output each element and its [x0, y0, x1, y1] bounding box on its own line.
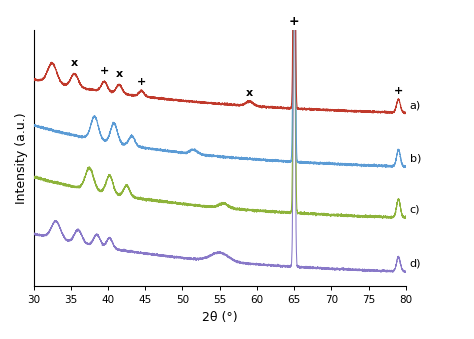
Text: +: +	[394, 86, 403, 96]
Text: a): a)	[410, 100, 421, 110]
Text: x: x	[116, 69, 123, 79]
Text: x: x	[71, 58, 78, 68]
Y-axis label: Intensity (a.u.): Intensity (a.u.)	[15, 113, 28, 204]
Text: b): b)	[410, 154, 421, 164]
X-axis label: 2θ (°): 2θ (°)	[202, 311, 237, 324]
Text: +: +	[289, 15, 300, 28]
Text: +: +	[100, 66, 109, 76]
Text: c): c)	[410, 205, 420, 215]
Text: +: +	[137, 77, 146, 87]
Text: x: x	[246, 88, 253, 98]
Text: d): d)	[410, 259, 421, 268]
